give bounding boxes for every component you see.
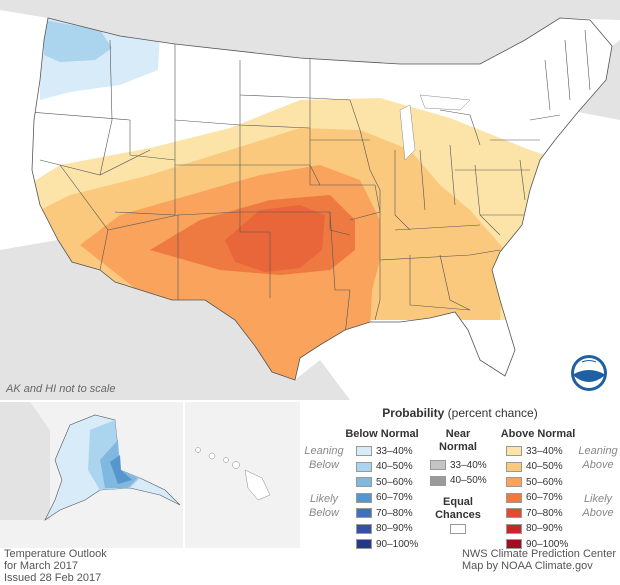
above-normal-swatch xyxy=(506,539,522,549)
probability-legend: Probability (percent chance) Below Norma… xyxy=(300,402,620,551)
above-normal-bin-label: 50–60% xyxy=(526,476,563,488)
equal-chances-heading-line1: Equal xyxy=(443,496,473,508)
below-normal-bin-row: 40–50% xyxy=(356,460,413,474)
above-normal-heading: Above Normal xyxy=(500,428,576,440)
above-normal-swatch xyxy=(506,492,522,503)
below-normal-bin-row: 33–40% xyxy=(356,444,413,458)
below-normal-swatch xyxy=(356,477,372,487)
state-borders xyxy=(32,29,591,336)
below-normal-swatch xyxy=(356,446,372,456)
above-normal-bin-row: 60–70% xyxy=(506,491,563,505)
below-normal-bin-row: 60–70% xyxy=(356,491,413,505)
below-normal-swatch xyxy=(356,523,372,534)
above-normal-bin-row: 90–100% xyxy=(506,537,568,551)
below-normal-bin-row: 50–60% xyxy=(356,475,413,489)
outlook-credit: Temperature Outlook for March 2017 Issue… xyxy=(4,548,107,584)
legend-title: Probability (percent chance) xyxy=(300,406,620,420)
source-agency: NWS Climate Prediction Center xyxy=(461,548,616,560)
lake-michigan xyxy=(399,104,416,161)
above-normal-bin-label: 33–40% xyxy=(526,445,563,457)
above-normal-bin-label: 60–70% xyxy=(526,492,563,503)
legend-title-suffix: (percent chance) xyxy=(447,406,538,420)
below-normal-bin-label: 60–70% xyxy=(376,492,413,503)
likely-below-label: Likely Below xyxy=(309,493,339,519)
near-normal-bin-row: 40–50% xyxy=(430,474,487,488)
near-normal-heading-line2: Normal xyxy=(439,441,477,453)
leaning-below-label: Leaning Below xyxy=(304,445,344,471)
above-normal-bin-label: 40–50% xyxy=(526,461,563,472)
legend-title-main: Probability xyxy=(382,406,445,420)
above-normal-swatch xyxy=(506,446,522,456)
below-normal-bin-row: 80–90% xyxy=(356,522,413,536)
near-normal-bin-label: 33–40% xyxy=(450,459,487,471)
near-normal-heading: Near Normal xyxy=(428,428,488,454)
near-normal-swatch xyxy=(430,475,446,486)
below-normal-swatch xyxy=(356,492,372,503)
below-normal-bin-label: 70–80% xyxy=(376,507,413,519)
near-normal-swatch xyxy=(430,460,446,470)
below-normal-swatch xyxy=(356,508,372,518)
panel-divider xyxy=(0,400,620,402)
equal-chances-heading: Equal Chances xyxy=(428,496,488,522)
above-normal-bin-row: 33–40% xyxy=(506,444,563,458)
above-normal-bin-row: 50–60% xyxy=(506,475,563,489)
map-author: Map by NOAA Climate.gov xyxy=(461,560,593,572)
below-normal-bin-label: 50–60% xyxy=(376,476,413,488)
below-normal-swatch xyxy=(356,461,372,472)
likely-above-label: Likely Above xyxy=(582,493,614,519)
below-normal-bin-row: 70–80% xyxy=(356,506,413,520)
below-normal-bin-label: 33–40% xyxy=(376,445,413,457)
above-normal-60-70-core-zone xyxy=(225,205,325,272)
scale-note: AK and HI not to scale xyxy=(6,383,116,395)
above-normal-swatch xyxy=(506,461,522,472)
near-normal-bin-row: 33–40% xyxy=(430,458,487,472)
leaning-above-label: Leaning Above xyxy=(578,445,618,471)
below-normal-40-50-zone xyxy=(44,20,112,62)
outlook-period: for March 2017 xyxy=(4,560,78,572)
below-normal-bin-label: 40–50% xyxy=(376,461,413,472)
outlook-title: Temperature Outlook xyxy=(4,548,107,560)
above-normal-bin-row: 80–90% xyxy=(506,522,563,536)
above-normal-bin-row: 70–80% xyxy=(506,506,563,520)
noaa-logo-icon xyxy=(571,355,607,391)
above-normal-bin-row: 40–50% xyxy=(506,460,563,474)
near-normal-bin-label: 40–50% xyxy=(450,475,487,486)
below-normal-bin-label: 90–100% xyxy=(376,538,419,550)
above-normal-bin-label: 90–100% xyxy=(526,538,569,550)
below-normal-heading: Below Normal xyxy=(345,428,419,440)
hawaii-inset xyxy=(185,402,298,548)
lake-superior xyxy=(419,94,471,111)
equal-chances-swatch xyxy=(450,524,466,534)
above-normal-swatch xyxy=(506,508,522,518)
alaska-inset xyxy=(0,402,183,548)
above-normal-bin-label: 80–90% xyxy=(526,523,563,534)
source-credit: NWS Climate Prediction Center Map by NOA… xyxy=(462,548,616,572)
below-normal-bin-row: 90–100% xyxy=(356,537,418,551)
outlook-issue-date: Issued 28 Feb 2017 xyxy=(4,572,102,584)
near-normal-heading-line1: Near xyxy=(445,428,471,440)
probability-zones xyxy=(32,18,560,380)
above-normal-bin-label: 70–80% xyxy=(526,507,563,519)
equal-chances-heading-line2: Chances xyxy=(435,509,481,521)
below-normal-bin-label: 80–90% xyxy=(376,523,413,534)
above-normal-swatch xyxy=(506,523,522,534)
below-normal-swatch xyxy=(356,539,372,549)
above-normal-swatch xyxy=(506,477,522,487)
